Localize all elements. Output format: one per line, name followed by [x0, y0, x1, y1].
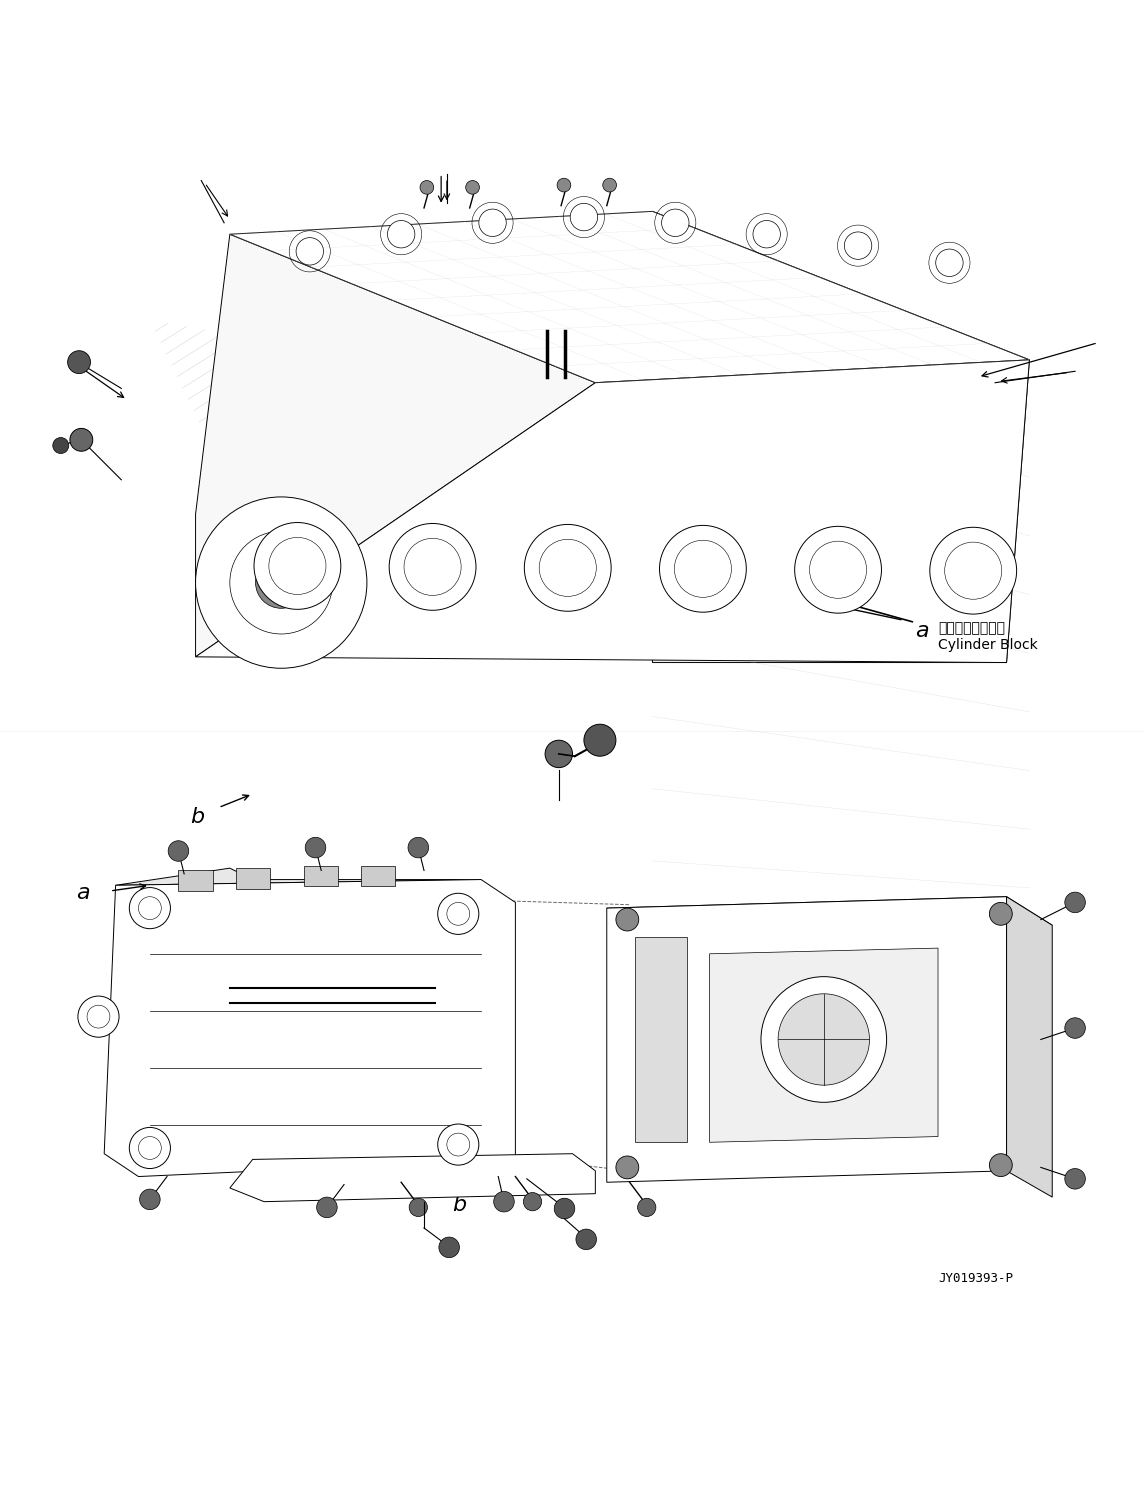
Circle shape — [437, 894, 479, 934]
Circle shape — [524, 524, 611, 612]
Circle shape — [53, 438, 69, 453]
Circle shape — [616, 1155, 639, 1179]
Polygon shape — [710, 947, 938, 1142]
Circle shape — [584, 725, 616, 756]
Circle shape — [660, 526, 747, 612]
Circle shape — [409, 1198, 427, 1216]
Circle shape — [935, 249, 963, 276]
Circle shape — [129, 1127, 171, 1169]
Circle shape — [753, 220, 781, 248]
Polygon shape — [116, 869, 481, 885]
Bar — [179, 870, 213, 891]
Text: Cylinder Block: Cylinder Block — [938, 639, 1037, 652]
Circle shape — [638, 1198, 656, 1216]
Circle shape — [70, 428, 93, 451]
Polygon shape — [196, 359, 1029, 662]
Circle shape — [389, 524, 476, 610]
Circle shape — [387, 220, 414, 248]
Circle shape — [989, 1154, 1012, 1176]
Bar — [361, 866, 395, 887]
Circle shape — [795, 526, 882, 613]
Circle shape — [779, 993, 869, 1086]
Circle shape — [989, 903, 1012, 925]
Text: b: b — [452, 1195, 467, 1215]
Circle shape — [493, 1191, 514, 1212]
Polygon shape — [653, 211, 1029, 662]
Circle shape — [437, 1124, 479, 1166]
Circle shape — [570, 203, 598, 230]
Circle shape — [297, 238, 324, 264]
Circle shape — [255, 557, 307, 609]
Circle shape — [930, 527, 1017, 615]
Circle shape — [554, 1198, 575, 1219]
Bar — [305, 866, 338, 887]
Circle shape — [168, 841, 189, 861]
Circle shape — [78, 996, 119, 1037]
Circle shape — [420, 181, 434, 195]
Text: b: b — [190, 806, 204, 827]
Circle shape — [576, 1230, 597, 1250]
Circle shape — [616, 909, 639, 931]
Text: a: a — [915, 621, 929, 640]
Circle shape — [254, 523, 341, 609]
Circle shape — [408, 838, 428, 858]
Text: a: a — [76, 884, 89, 903]
Circle shape — [662, 209, 689, 236]
Circle shape — [545, 740, 572, 768]
Polygon shape — [230, 1154, 595, 1201]
Circle shape — [196, 497, 366, 668]
Circle shape — [317, 1197, 337, 1218]
Circle shape — [1065, 892, 1085, 913]
Polygon shape — [230, 211, 1029, 383]
Circle shape — [140, 1189, 160, 1210]
Circle shape — [523, 1192, 542, 1210]
Circle shape — [1065, 1169, 1085, 1189]
Circle shape — [466, 181, 480, 195]
Circle shape — [439, 1237, 459, 1258]
Polygon shape — [607, 897, 1052, 937]
Circle shape — [1065, 1017, 1085, 1038]
Circle shape — [479, 209, 506, 236]
Circle shape — [844, 232, 871, 260]
Bar — [236, 869, 270, 888]
Polygon shape — [1006, 897, 1052, 1197]
Circle shape — [761, 977, 886, 1102]
Text: シリンダブロック: シリンダブロック — [938, 621, 1005, 636]
Text: JY019393-P: JY019393-P — [938, 1273, 1013, 1285]
Circle shape — [68, 350, 90, 374]
Polygon shape — [196, 235, 595, 656]
Polygon shape — [607, 897, 1006, 1182]
Circle shape — [306, 838, 326, 858]
Circle shape — [558, 178, 571, 192]
Circle shape — [129, 888, 171, 928]
Polygon shape — [635, 937, 687, 1142]
Circle shape — [602, 178, 616, 192]
Polygon shape — [104, 879, 515, 1176]
